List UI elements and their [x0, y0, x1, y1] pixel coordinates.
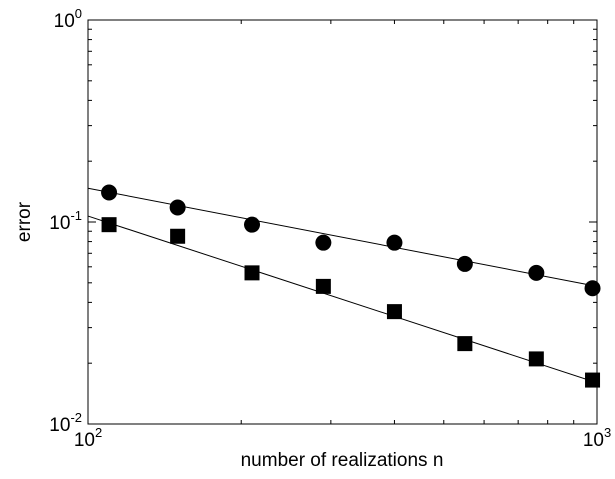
square-point-3	[315, 278, 331, 294]
circle-point-6	[528, 264, 545, 281]
circle-point-5	[456, 255, 473, 272]
circle-point-3	[315, 234, 332, 251]
square-point-5	[457, 336, 473, 352]
x-axis-label: number of realizations n	[241, 450, 444, 471]
circle-point-2	[244, 216, 261, 233]
data-markers	[101, 184, 601, 388]
square-point-6	[528, 351, 544, 367]
square-point-0	[101, 217, 117, 233]
axis-ticks: 102 103 10-2 10-1 100	[49, 6, 611, 451]
fit-line-square	[87, 215, 598, 384]
circle-point-4	[386, 234, 403, 251]
y-tick-label-0: 10-2	[49, 410, 82, 436]
circle-point-7	[584, 280, 601, 297]
square-point-7	[585, 372, 601, 388]
x-tick-label-1: 103	[583, 425, 611, 451]
x-tick-label-0: 102	[74, 425, 102, 451]
y-tick-label-2: 100	[54, 6, 82, 32]
circle-point-0	[101, 184, 118, 201]
square-point-4	[386, 304, 402, 320]
square-point-2	[244, 265, 260, 281]
plot-area	[88, 20, 597, 424]
square-point-1	[170, 228, 186, 244]
y-axis-label: error	[14, 201, 35, 242]
circle-point-1	[169, 199, 186, 216]
y-tick-label-1: 10-1	[49, 208, 82, 234]
